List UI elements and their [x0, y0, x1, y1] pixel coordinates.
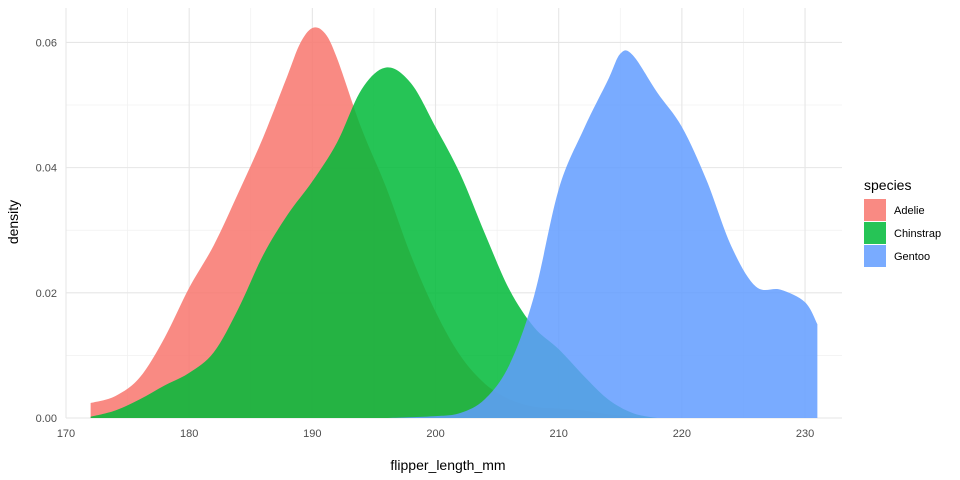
x-tick-label: 170 [57, 428, 75, 440]
y-tick-label: 0.04 [36, 163, 57, 175]
legend-swatch-gentoo [864, 245, 886, 267]
x-tick-label: 190 [303, 428, 321, 440]
legend-swatch-adelie [864, 199, 886, 221]
legend-label-adelie: Adelie [894, 205, 925, 217]
x-tick-label: 230 [796, 428, 814, 440]
density-area-chinstrap [90, 67, 658, 418]
density-area-gentoo [386, 50, 818, 418]
y-tick-label: 0.06 [36, 37, 57, 49]
legend-swatch-chinstrap [864, 222, 886, 244]
legend-title: species [864, 177, 911, 193]
x-axis-ticks: 170 180 190 200 210 220 230 [57, 428, 814, 440]
x-tick-label: 220 [673, 428, 691, 440]
legend: species Adelie Chinstrap Gentoo [864, 177, 941, 267]
y-axis-title: density [5, 200, 21, 244]
x-axis-title: flipper_length_mm [390, 457, 505, 473]
density-areas [90, 27, 818, 419]
y-tick-label: 0.02 [36, 288, 57, 300]
y-axis-ticks: 0.00 0.02 0.04 0.06 [36, 37, 57, 425]
legend-label-gentoo: Gentoo [894, 251, 930, 263]
x-tick-label: 180 [180, 428, 198, 440]
y-tick-label: 0.00 [36, 413, 57, 425]
x-tick-label: 200 [426, 428, 444, 440]
x-tick-label: 210 [550, 428, 568, 440]
legend-label-chinstrap: Chinstrap [894, 228, 941, 240]
